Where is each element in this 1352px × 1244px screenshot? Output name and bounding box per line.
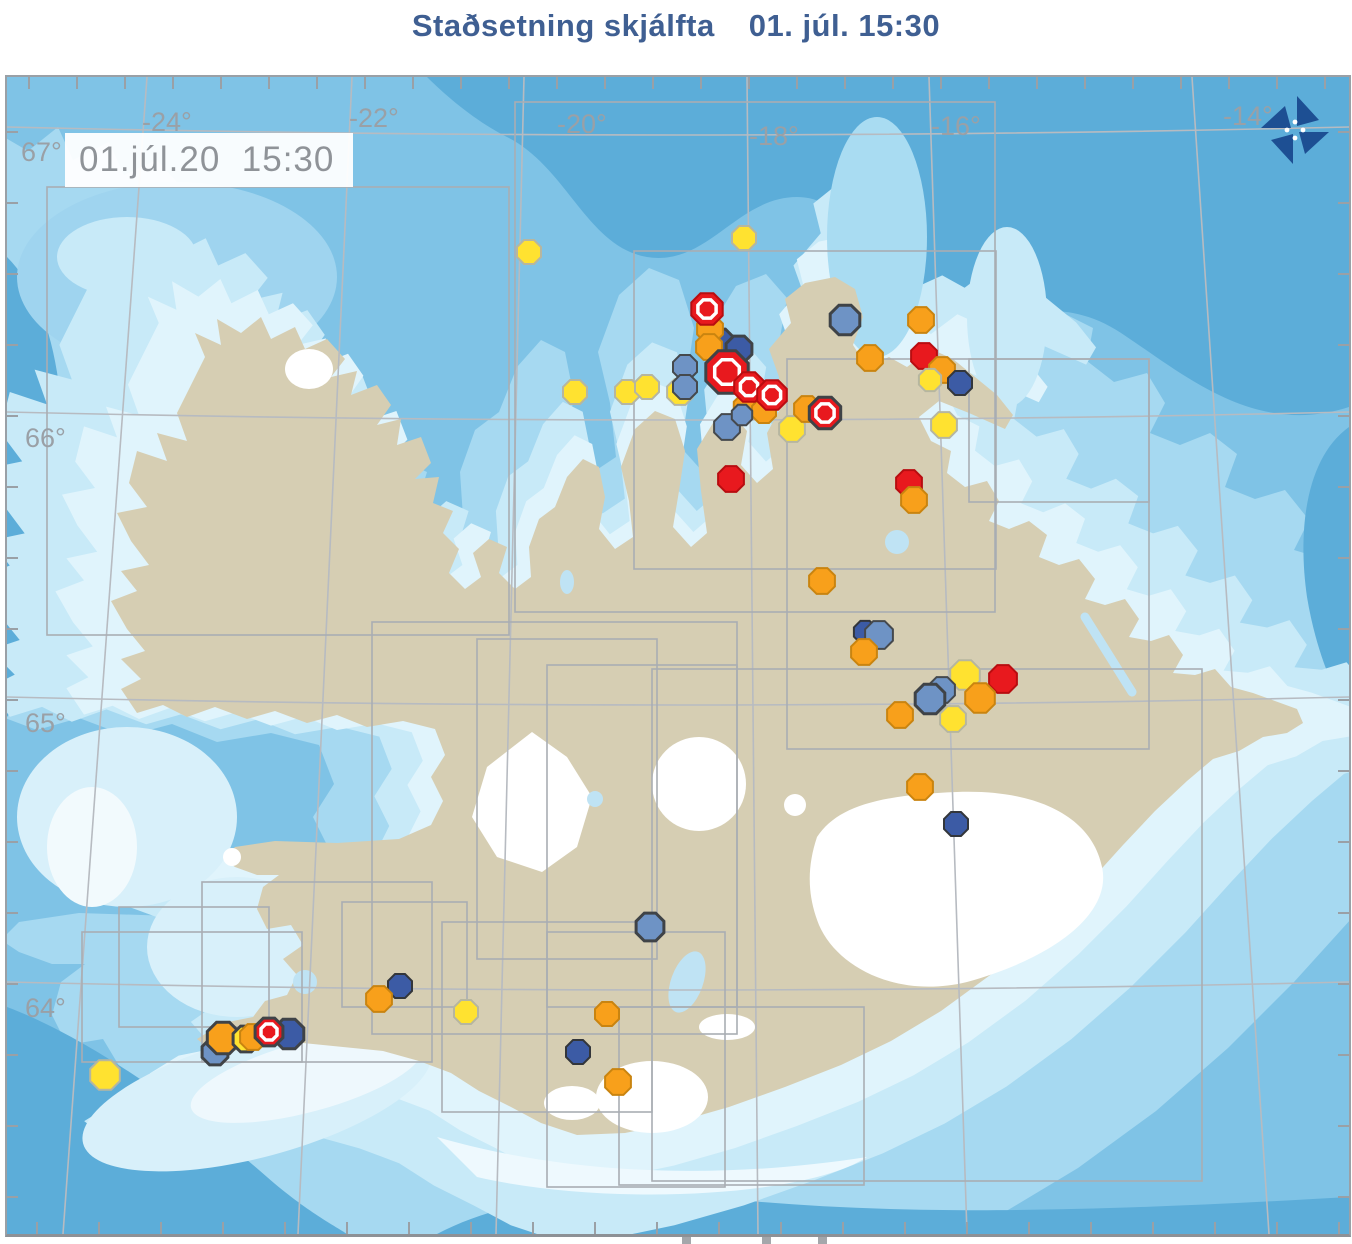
earthquake-dots bbox=[89, 225, 1018, 1096]
cut-label-fragment bbox=[682, 1237, 691, 1244]
longitude-label: -24° bbox=[142, 107, 192, 137]
quake-dot-yellow bbox=[634, 374, 660, 400]
tungnafellsjokull-glacier bbox=[784, 794, 806, 816]
eyjafjallajokull-glacier bbox=[544, 1086, 600, 1120]
network-box bbox=[341, 901, 468, 1008]
drangajokull-glacier bbox=[285, 349, 333, 389]
langjokull-glacier bbox=[472, 732, 592, 872]
timestamp-box: 01.júl.20 15:30 bbox=[65, 133, 353, 187]
quake-dot-blue bbox=[730, 403, 754, 427]
quake-dot-orange bbox=[907, 306, 935, 334]
quake-dot-yellow bbox=[917, 367, 943, 393]
page-title: Staðsetning skjálfta 01. júl. 15:30 bbox=[0, 8, 1352, 44]
quake-dot-orange bbox=[594, 1001, 620, 1027]
cut-label-fragments bbox=[5, 1237, 1347, 1244]
network-box bbox=[968, 358, 1150, 503]
quake-dot-blue bbox=[913, 682, 947, 716]
quake-dot-red bbox=[717, 465, 745, 493]
quake-dot-orange bbox=[906, 773, 934, 801]
quake-dot-orange bbox=[900, 486, 928, 514]
quake-dot-navy bbox=[943, 811, 969, 837]
quake-dot-red bbox=[807, 395, 843, 431]
quake-dot-orange bbox=[808, 567, 836, 595]
quake-dot-orange bbox=[850, 638, 878, 666]
quake-dot-yellow bbox=[89, 1059, 121, 1091]
longitude-label: -20° bbox=[557, 109, 607, 139]
earthquake-map[interactable]: -24° -22° -20° -18° -16° -14° 67° 66° 65° 64° 01.… bbox=[5, 75, 1351, 1237]
network-box bbox=[476, 638, 658, 960]
quake-dot-blue bbox=[634, 911, 666, 943]
cut-label-fragment bbox=[818, 1237, 827, 1244]
compass-icon bbox=[1259, 93, 1331, 167]
quake-dot-orange bbox=[964, 682, 996, 714]
network-box bbox=[786, 358, 1150, 750]
quake-dot-orange bbox=[886, 701, 914, 729]
snaefellsjokull-glacier bbox=[223, 848, 241, 866]
quake-dot-blue bbox=[828, 303, 862, 337]
quake-dot-orange bbox=[365, 985, 393, 1013]
quake-dot-yellow bbox=[516, 239, 542, 265]
hofsjokull-glacier bbox=[652, 737, 746, 831]
latitude-label: 65° bbox=[25, 708, 66, 738]
quake-dot-red bbox=[690, 292, 724, 326]
title-text: Staðsetning skjálfta bbox=[411, 8, 715, 43]
quake-dot-yellow bbox=[939, 705, 967, 733]
graticule-labels: -24° -22° -20° -18° -16° -14°67°66°65°64° bbox=[21, 101, 1273, 1023]
network-box bbox=[118, 906, 270, 1028]
quake-dot-navy bbox=[387, 973, 413, 999]
network-box bbox=[46, 186, 510, 636]
cut-label-fragment bbox=[762, 1237, 771, 1244]
quake-dot-red bbox=[988, 664, 1018, 694]
quake-dot-yellow bbox=[731, 225, 757, 251]
quake-dot-orange bbox=[604, 1068, 632, 1096]
network-box bbox=[514, 101, 996, 613]
quake-dot-navy bbox=[947, 370, 973, 396]
quake-dot-yellow bbox=[930, 411, 958, 439]
quake-dot-navy bbox=[565, 1039, 591, 1065]
quake-dot-yellow bbox=[453, 999, 479, 1025]
quake-dot-orange bbox=[205, 1020, 241, 1056]
longitude-label: -18° bbox=[749, 121, 799, 151]
longitude-label: -22° bbox=[349, 103, 399, 133]
quake-dot-yellow bbox=[562, 379, 588, 405]
lakes bbox=[293, 530, 1137, 1013]
torfajokull-glacier bbox=[699, 1014, 755, 1040]
network-box bbox=[201, 881, 433, 1063]
longitude-label: -16° bbox=[931, 111, 981, 141]
quake-dot-orange bbox=[856, 344, 884, 372]
latitude-label: 66° bbox=[25, 423, 66, 453]
map-svg: -24° -22° -20° -18° -16° -14°67°66°65°64° bbox=[7, 77, 1349, 1234]
title-datetime: 01. júl. 15:30 bbox=[748, 8, 941, 43]
network-box bbox=[441, 921, 653, 1113]
quake-dot-red bbox=[756, 379, 788, 411]
network-box bbox=[618, 1006, 865, 1186]
latitude-label: 67° bbox=[21, 137, 62, 167]
quake-dot-red bbox=[253, 1016, 285, 1048]
border-ticks bbox=[7, 77, 1349, 1234]
latitude-label: 64° bbox=[25, 993, 66, 1023]
network-box bbox=[81, 931, 303, 1063]
quake-dot-blue bbox=[672, 374, 698, 400]
